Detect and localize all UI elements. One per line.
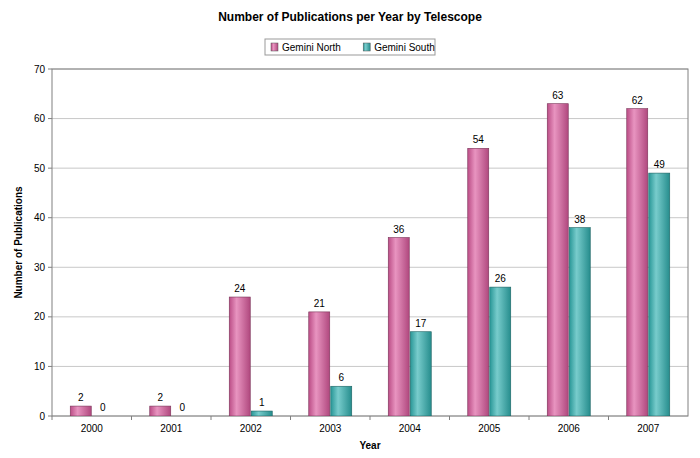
x-tick-label: 2006 xyxy=(558,423,581,434)
grid-line xyxy=(52,316,688,317)
grid-line xyxy=(52,217,688,218)
bar xyxy=(92,416,113,417)
y-tick-label: 50 xyxy=(34,163,46,174)
legend-label: Gemini North xyxy=(282,42,341,53)
data-label: 49 xyxy=(654,159,666,170)
y-tick-label: 30 xyxy=(34,262,46,273)
bars xyxy=(70,104,670,416)
x-tick-label: 2002 xyxy=(240,423,263,434)
bar xyxy=(410,332,431,416)
bar xyxy=(649,173,670,416)
y-tick-label: 60 xyxy=(34,113,46,124)
bar xyxy=(309,312,330,416)
x-tick-label: 2001 xyxy=(160,423,183,434)
bar xyxy=(251,411,272,416)
bar xyxy=(468,148,489,416)
data-label: 38 xyxy=(574,214,586,225)
y-tick xyxy=(48,316,52,317)
data-label: 2 xyxy=(78,392,84,403)
x-tick xyxy=(211,416,212,420)
data-label: 6 xyxy=(338,372,344,383)
data-label: 21 xyxy=(314,298,326,309)
y-tick-label: 10 xyxy=(34,361,46,372)
x-tick-label: 2004 xyxy=(399,423,422,434)
bar xyxy=(627,109,648,416)
y-tick xyxy=(48,118,52,119)
bar xyxy=(490,287,511,416)
plot-frame xyxy=(52,69,688,416)
legend-swatch xyxy=(271,43,278,51)
bar xyxy=(388,238,409,416)
x-tick xyxy=(370,416,371,420)
data-label: 36 xyxy=(393,224,405,235)
x-tick xyxy=(529,416,530,420)
grid-line xyxy=(52,168,688,169)
y-tick xyxy=(48,366,52,367)
y-tick xyxy=(48,267,52,268)
data-label: 24 xyxy=(234,283,246,294)
y-tick xyxy=(48,69,52,70)
grid-line xyxy=(52,267,688,268)
bar xyxy=(229,297,250,416)
x-tick-label: 2005 xyxy=(478,423,501,434)
data-label: 2 xyxy=(157,392,163,403)
data-label: 62 xyxy=(632,95,644,106)
y-tick-label: 20 xyxy=(34,311,46,322)
x-tick-label: 2003 xyxy=(319,423,342,434)
grid-line xyxy=(52,366,688,367)
y-tick-label: 40 xyxy=(34,212,46,223)
bar xyxy=(172,416,193,417)
bar xyxy=(547,104,568,416)
x-tick-label: 2000 xyxy=(81,423,104,434)
legend-box xyxy=(265,39,435,55)
y-tick-label: 0 xyxy=(39,411,45,422)
y-tick xyxy=(48,416,52,417)
x-axis-label: Year xyxy=(359,440,380,451)
data-label: 54 xyxy=(473,134,485,145)
chart-container: Number of Publications per Year by Teles… xyxy=(0,0,700,458)
x-tick xyxy=(290,416,291,420)
data-label: 0 xyxy=(179,402,185,413)
y-tick-label: 70 xyxy=(34,64,46,75)
legend-swatch xyxy=(363,43,370,51)
y-tick xyxy=(48,217,52,218)
bar xyxy=(569,228,590,416)
data-label: 26 xyxy=(495,273,507,284)
chart-svg: Number of Publications per Year by Teles… xyxy=(0,0,700,458)
x-tick xyxy=(608,416,609,420)
x-tick xyxy=(52,416,53,420)
x-tick-label: 2007 xyxy=(637,423,660,434)
legend: Gemini North Gemini South xyxy=(265,39,435,55)
x-tick xyxy=(131,416,132,420)
data-label: 0 xyxy=(100,402,106,413)
bar xyxy=(150,406,171,416)
bar xyxy=(70,406,91,416)
y-axis-label: Number of Publications xyxy=(13,186,24,299)
chart-title: Number of Publications per Year by Teles… xyxy=(218,10,482,24)
legend-label: Gemini South xyxy=(374,42,435,53)
grid-line xyxy=(52,118,688,119)
x-tick xyxy=(449,416,450,420)
bar xyxy=(331,386,352,416)
data-label: 1 xyxy=(259,397,265,408)
data-label: 17 xyxy=(415,318,427,329)
data-label: 63 xyxy=(552,90,564,101)
y-tick xyxy=(48,168,52,169)
